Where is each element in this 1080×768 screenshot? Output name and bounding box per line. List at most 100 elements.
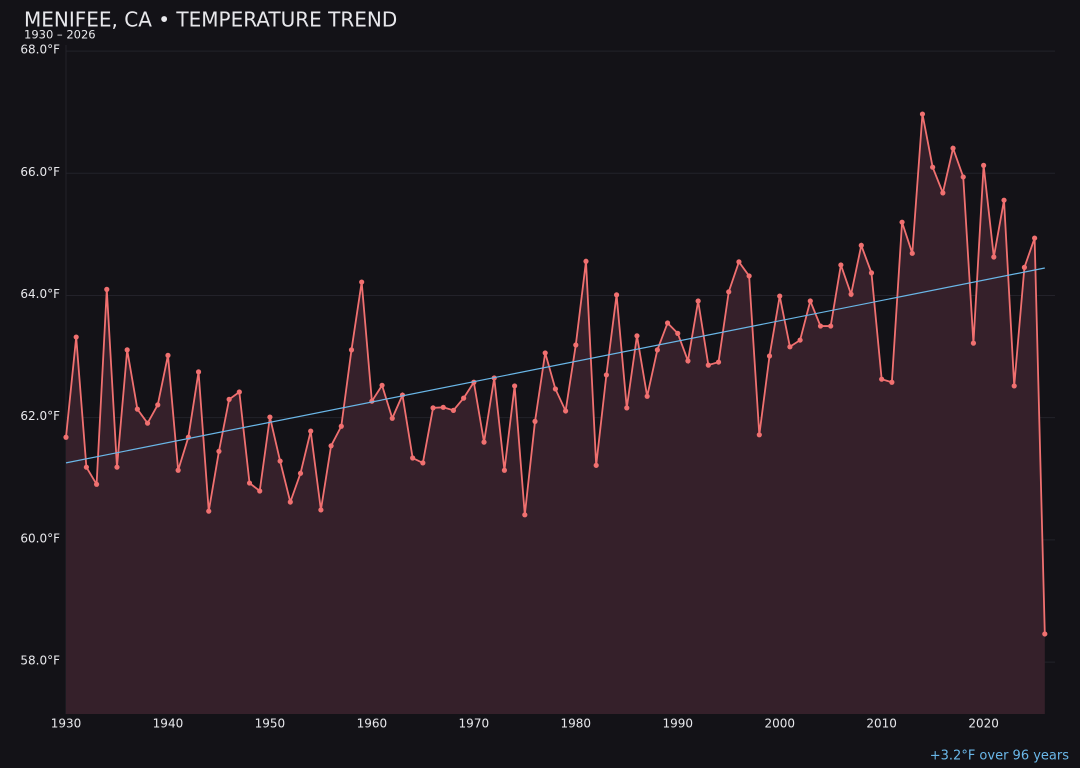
x-tick-label: 1930 [51, 717, 82, 731]
point [63, 434, 69, 440]
point [532, 418, 538, 424]
point [104, 286, 110, 292]
point [246, 480, 253, 486]
trend-annotation: +3.2°F over 96 years [930, 749, 1069, 764]
point [267, 414, 273, 420]
point [1032, 235, 1038, 241]
point [777, 293, 783, 299]
point [664, 320, 671, 326]
point [848, 291, 854, 297]
point [858, 242, 864, 248]
point [736, 259, 742, 265]
x-tick-label: 2020 [968, 717, 999, 731]
point [766, 353, 773, 359]
point [1011, 383, 1017, 389]
point [715, 359, 722, 365]
y-tick-label: 64.0°F [20, 287, 60, 301]
point [930, 164, 936, 170]
point [461, 395, 467, 401]
point [613, 292, 620, 298]
point [501, 467, 508, 473]
chart-title: MENIFEE, CA • TEMPERATURE TREND [24, 8, 397, 32]
point [991, 254, 997, 260]
point [644, 393, 650, 399]
point [297, 470, 304, 476]
point [318, 507, 324, 513]
point [134, 406, 140, 412]
trend-line [65, 267, 1045, 464]
point [542, 350, 548, 356]
point [83, 464, 89, 470]
point [695, 298, 701, 304]
point [165, 352, 171, 358]
point [562, 408, 569, 414]
x-tick-label: 1940 [153, 717, 184, 731]
point [705, 362, 711, 368]
point [73, 334, 79, 340]
point [828, 323, 834, 329]
point [144, 420, 151, 426]
point [838, 262, 844, 268]
point [573, 342, 579, 348]
point [868, 270, 875, 276]
point [308, 428, 314, 434]
point [593, 462, 599, 468]
point [379, 382, 385, 388]
point [216, 448, 222, 454]
point [899, 219, 905, 225]
point [93, 481, 100, 487]
point [114, 464, 120, 470]
point [348, 347, 355, 353]
point [1042, 631, 1048, 637]
point [909, 250, 915, 256]
point [277, 458, 283, 464]
point [634, 333, 640, 339]
x-tick-label: 1950 [255, 717, 286, 731]
point [195, 369, 202, 375]
x-tick-label: 1960 [357, 717, 388, 731]
chart-subtitle: 1930 – 2026 [24, 28, 96, 42]
point [746, 273, 752, 279]
point [960, 174, 966, 180]
point [450, 407, 457, 413]
point [889, 379, 895, 385]
point [950, 145, 956, 151]
point [685, 358, 691, 364]
x-tick-label: 2010 [866, 717, 897, 731]
x-tick-label: 1980 [561, 717, 592, 731]
x-tick-label: 1990 [662, 717, 693, 731]
point [155, 402, 161, 408]
point [1021, 264, 1028, 270]
point [257, 488, 263, 494]
point [879, 376, 885, 382]
point [552, 386, 559, 392]
y-tick-label: 68.0°F [20, 43, 60, 57]
point [654, 347, 660, 353]
point [440, 404, 446, 410]
point [603, 372, 609, 378]
point [970, 340, 977, 346]
point [583, 258, 589, 264]
point [328, 443, 334, 449]
point [420, 460, 426, 466]
x-tick-label: 2000 [764, 717, 795, 731]
point [410, 455, 416, 461]
area [66, 114, 1045, 715]
point [787, 344, 793, 350]
point [124, 347, 130, 353]
point [338, 423, 344, 429]
point [522, 512, 528, 518]
point [919, 111, 926, 117]
point [1001, 197, 1007, 203]
point [389, 415, 395, 421]
point [675, 330, 681, 336]
point [481, 439, 487, 445]
point [624, 405, 630, 411]
point [981, 162, 987, 168]
point [236, 389, 242, 395]
y-tick-label: 62.0°F [20, 409, 60, 423]
x-tick-label: 1970 [459, 717, 490, 731]
point [226, 396, 232, 402]
point [797, 337, 803, 343]
